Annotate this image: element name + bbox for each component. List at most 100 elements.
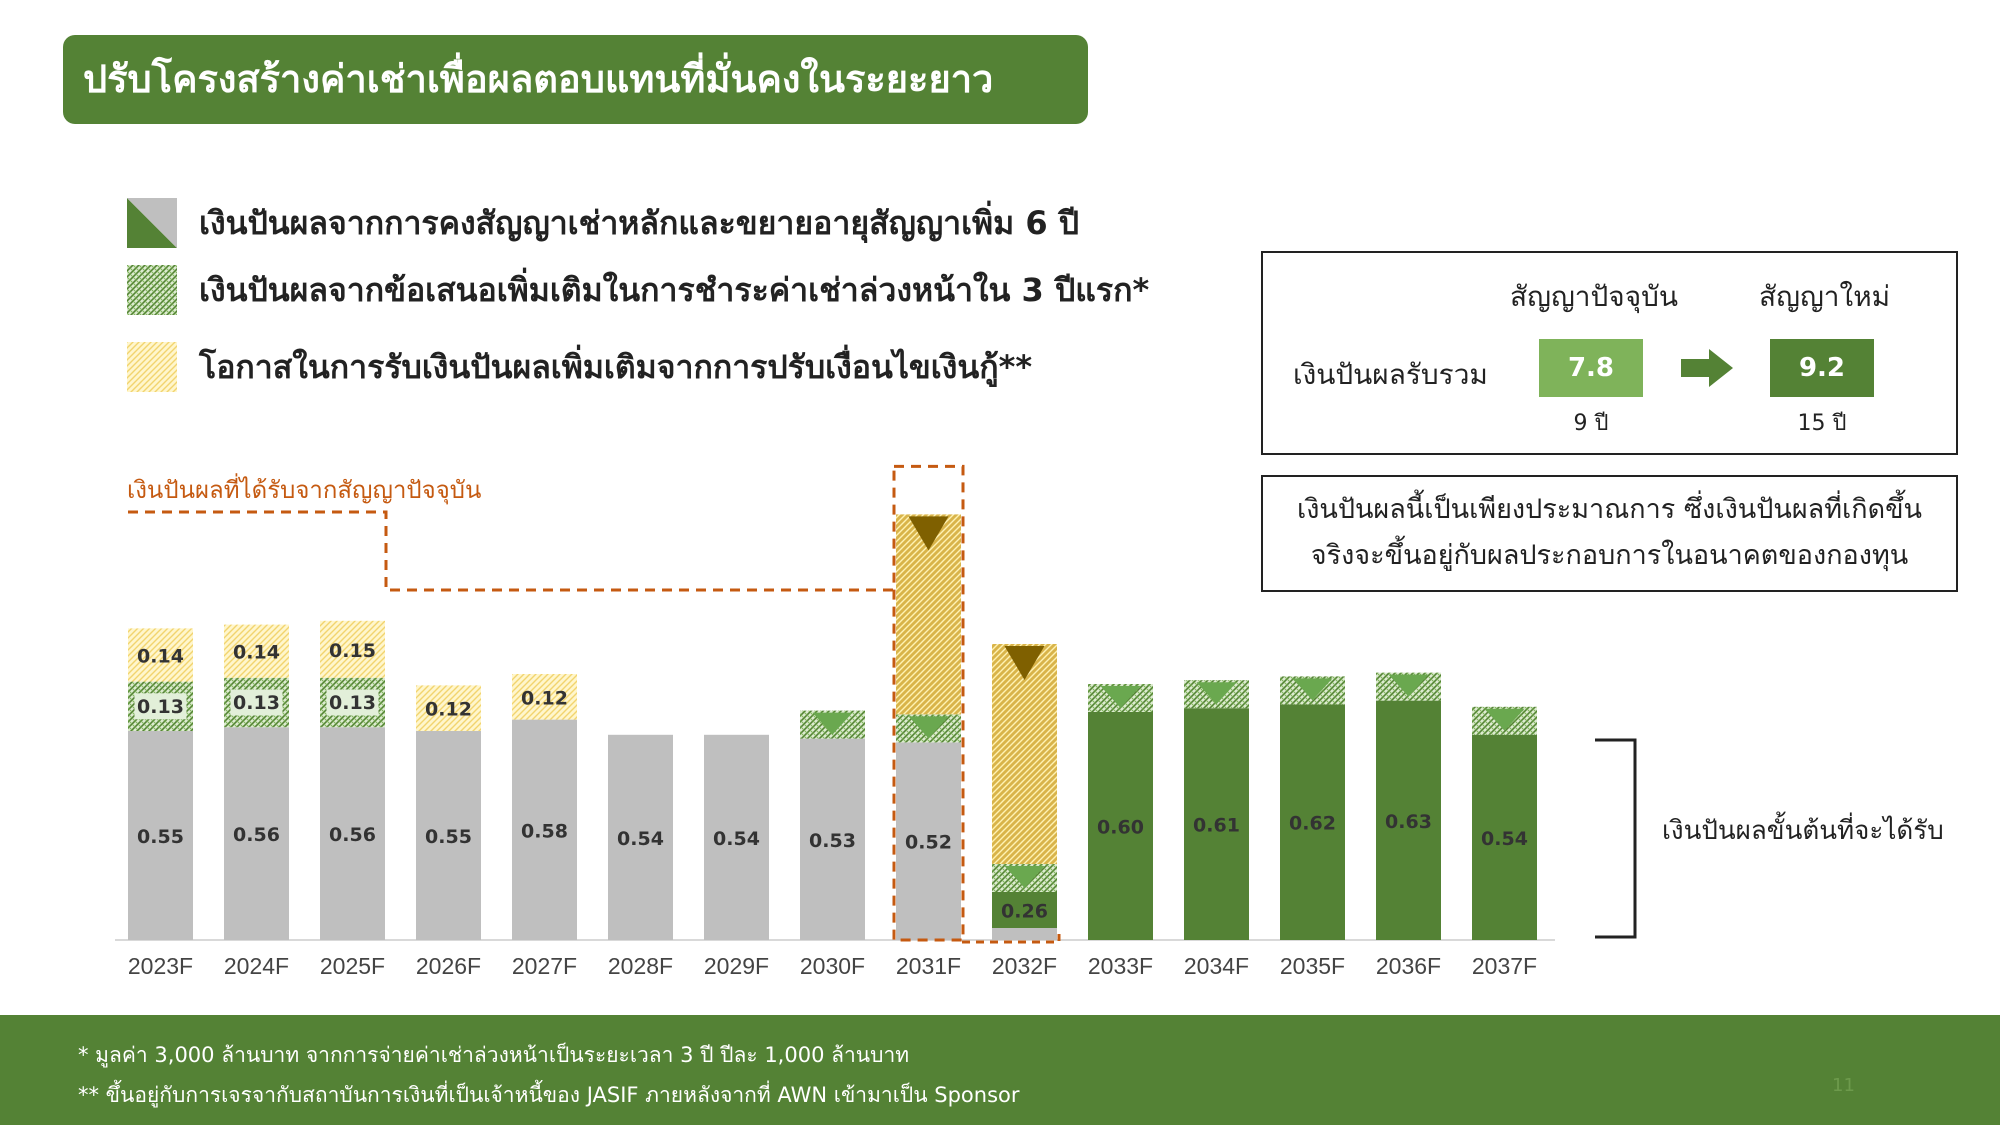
tri-green-2036F xyxy=(1388,674,1429,697)
diagonal-split-swatch-icon xyxy=(127,198,177,248)
base-bracket xyxy=(1595,738,1637,939)
bar-label-2037F: 0.54 xyxy=(1481,828,1528,850)
summary-col-new: สัญญาใหม่ xyxy=(1759,280,1891,313)
legend-item-loan: โอกาสในการรับเงินปันผลเพิ่มเติมจากการปรั… xyxy=(127,342,1032,392)
x-tick-2032F: 2032F xyxy=(992,953,1057,979)
bar-label-2036F: 0.63 xyxy=(1385,811,1432,833)
bar-loan-label-2027F: 0.12 xyxy=(521,687,568,709)
bar-loan-2026F xyxy=(416,685,481,731)
tri-green-2035F xyxy=(1292,678,1333,701)
tri-gold-2032F xyxy=(1004,646,1045,680)
x-tick-2024F: 2024F xyxy=(224,953,289,979)
yellow-hatched-swatch-icon xyxy=(127,342,177,392)
summary-row-label: เงินปันผลรับรวม xyxy=(1293,358,1488,391)
x-tick-2031F: 2031F xyxy=(896,953,961,979)
tri-green-2032F xyxy=(1004,866,1045,888)
tri-green-2037F xyxy=(1484,708,1525,731)
x-tick-2030F: 2030F xyxy=(800,953,865,979)
bar-base-2035F xyxy=(1280,704,1345,940)
x-tick-2033F: 2033F xyxy=(1088,953,1153,979)
base-dividend-label: เงินปันผลขั้นต้นที่จะได้รับ xyxy=(1662,816,1944,846)
x-tick-2029F: 2029F xyxy=(704,953,769,979)
bar-base-2033F xyxy=(1088,712,1153,940)
tri-green-2030F xyxy=(812,712,853,735)
bar-prepay-label-2024F: 0.13 xyxy=(233,692,280,714)
page-number: 11 xyxy=(1832,1075,1855,1096)
bar-label-2034F: 0.61 xyxy=(1193,815,1240,837)
x-tick-2028F: 2028F xyxy=(608,953,673,979)
bar-base-2026F xyxy=(416,731,481,940)
bar-base-2023F xyxy=(128,731,193,940)
bar-label-2032F: 0.26 xyxy=(1001,901,1048,923)
bar-prepay-label-2025F: 0.13 xyxy=(329,692,376,714)
dash-2032F xyxy=(962,934,1061,944)
summary-col-current: สัญญาปัจจุบัน xyxy=(1510,280,1679,313)
legend-item-prepay: เงินปันผลจากข้อเสนอเพิ่มเติมในการชำระค่า… xyxy=(127,265,1149,315)
bar-loan-label-2024F: 0.14 xyxy=(233,642,280,664)
bar-base-2031F xyxy=(896,742,961,940)
bar-base-2029F xyxy=(704,734,769,940)
bar-prepay-label-bg-2023F xyxy=(134,693,187,720)
bar-base-2037F xyxy=(1472,734,1537,940)
bar-loan-label-2026F: 0.12 xyxy=(425,699,472,721)
disclaimer-line-1: เงินปันผลนี้เป็นเพียงประมาณการ ซึ่งเงินป… xyxy=(1296,494,1923,525)
new-value-box: 9.2 xyxy=(1770,339,1874,397)
bar-label-2028F: 0.54 xyxy=(617,828,664,850)
bar-prepay-label-2023F: 0.13 xyxy=(137,696,184,718)
bar-label-2024F: 0.56 xyxy=(233,824,280,846)
tri-gold-2031F xyxy=(908,516,949,551)
tri-green-2031F xyxy=(908,716,949,739)
legend-label-base: เงินปันผลจากการคงสัญญาเช่าหลักและขยายอาย… xyxy=(199,203,1080,242)
x-tick-2025F: 2025F xyxy=(320,953,385,979)
current-contract-dash xyxy=(128,510,896,592)
bar-base-2034F xyxy=(1184,708,1249,940)
bar-label-2023F: 0.55 xyxy=(137,826,184,848)
bar-label-2026F: 0.55 xyxy=(425,826,472,848)
bar-loan-2024F xyxy=(224,624,289,678)
bar-label-2029F: 0.54 xyxy=(713,828,760,850)
bar-base-2025F xyxy=(320,727,385,940)
bar-prepay-label-bg-2024F xyxy=(230,689,283,716)
x-tick-2037F: 2037F xyxy=(1472,953,1537,979)
bar-label-2035F: 0.62 xyxy=(1289,813,1336,835)
legend-label-loan: โอกาสในการรับเงินปันผลเพิ่มเติมจากการปรั… xyxy=(199,347,1033,386)
bar-label-2030F: 0.53 xyxy=(809,830,856,852)
x-tick-2026F: 2026F xyxy=(416,953,481,979)
disclaimer-line-2: จริงจะขึ้นอยู่กับผลประกอบการในอนาคตของกอ… xyxy=(1310,540,1909,571)
green-hatched-swatch-icon xyxy=(127,265,177,315)
bar-base-2027F xyxy=(512,719,577,940)
x-tick-2034F: 2034F xyxy=(1184,953,1249,979)
footnote-2: ** ขึ้นอยู่กับการเจรจากับสถาบันการเงินที… xyxy=(78,1083,1020,1107)
bar-loan-label-2025F: 0.15 xyxy=(329,640,376,662)
bar-base-2024F xyxy=(224,727,289,940)
bar-loan-2027F xyxy=(512,674,577,720)
page-title: ปรับโครงสร้างค่าเช่าเพื่อผลตอบแทนที่มั่น… xyxy=(63,35,1088,124)
bar-base-2036F xyxy=(1376,700,1441,940)
bar-base-grey-2032F xyxy=(992,928,1057,940)
tri-green-2034F xyxy=(1196,682,1237,705)
x-tick-2035F: 2035F xyxy=(1280,953,1345,979)
dividend-chart: 0.55 0.13 0.14 2023F 0.56 0.13 0.14 2024F 0.56 0.… xyxy=(115,464,1637,979)
current-years: 9 ปี xyxy=(1573,411,1609,436)
bar-base-2030F xyxy=(800,738,865,940)
bar-label-2025F: 0.56 xyxy=(329,824,376,846)
bar-loan-2025F xyxy=(320,620,385,678)
bar-label-2033F: 0.60 xyxy=(1097,817,1144,839)
summary-box: สัญญาปัจจุบัน สัญญาใหม่ เงินปันผลรับรวม … xyxy=(1261,251,1958,455)
footnote-1: * มูลค่า 3,000 ล้านบาท จากการจ่ายค่าเช่า… xyxy=(78,1043,910,1067)
current-contract-label: เงินปันผลที่ได้รับจากสัญญาปัจจุบัน xyxy=(127,476,482,504)
bar-label-2031F: 0.52 xyxy=(905,832,952,854)
bar-prepay-label-bg-2025F xyxy=(326,689,379,716)
x-tick-2023F: 2023F xyxy=(128,953,193,979)
current-value-box: 7.8 xyxy=(1539,339,1643,397)
disclaimer-box: เงินปันผลนี้เป็นเพียงประมาณการ ซึ่งเงินป… xyxy=(1261,475,1958,592)
arrow-right-icon xyxy=(1681,349,1733,387)
x-tick-2027F: 2027F xyxy=(512,953,577,979)
legend-item-base: เงินปันผลจากการคงสัญญาเช่าหลักและขยายอาย… xyxy=(127,198,1079,248)
bar-gold-hatch-2032F xyxy=(992,644,1057,864)
dash-box-2031F xyxy=(892,464,965,942)
new-years: 15 ปี xyxy=(1797,411,1847,436)
footer: * มูลค่า 3,000 ล้านบาท จากการจ่ายค่าเช่า… xyxy=(0,1015,2000,1125)
bar-base-2028F xyxy=(608,734,673,940)
bar-label-2027F: 0.58 xyxy=(521,820,568,842)
